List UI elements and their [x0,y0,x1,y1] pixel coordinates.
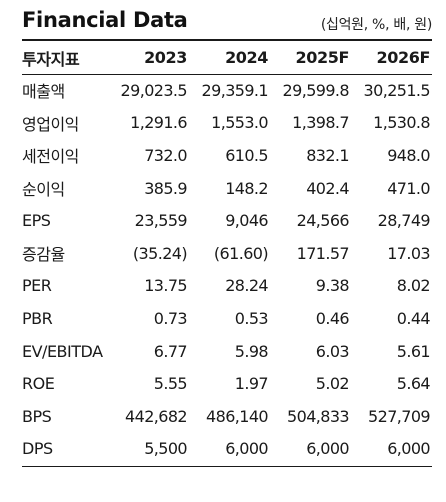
row-label: 세전이익 [22,147,79,167]
table-cell: 402.4 [306,178,349,198]
table-cell: 732.0 [144,145,187,165]
table-cell: 24,566 [296,211,350,231]
table-cell: 442,682 [125,406,188,426]
table-cell: 29,359.1 [201,80,269,100]
table-row: EV/EBITDA 6.77 5.98 6.03 5.61 [22,335,432,368]
table-cell: 17.03 [387,243,430,263]
table-cell: 29,599.8 [282,80,350,100]
table-cell: 8.02 [396,276,431,296]
table-row: ROE 5.55 1.97 5.02 5.64 [22,367,432,400]
table-row: PER 13.75 28.24 9.38 8.02 [22,270,432,303]
table-row: DPS 5,500 6,000 6,000 6,000 [22,433,432,466]
row-label: 영업이익 [22,114,79,134]
column-header: 2026F [376,48,431,67]
table-cell: 171.57 [296,243,350,263]
table-cell: 948.0 [387,145,430,165]
table-cell: 0.73 [153,308,188,328]
column-header: 2025F [295,48,350,67]
row-label: PER [22,276,52,296]
table-cell: 29,023.5 [120,80,188,100]
column-header: 2024 [225,48,268,67]
bottom-rule [22,466,432,467]
row-label: 순이익 [22,180,65,200]
row-label: EPS [22,211,51,231]
table-cell: 486,140 [206,406,269,426]
unit-note: (십억원, %, 배, 원) [320,17,432,33]
table-cell: 385.9 [144,178,187,198]
table-cell: 610.5 [225,145,268,165]
table-row: EPS 23,559 9,046 24,566 28,749 [22,204,432,237]
table-cell: 5.98 [234,341,269,361]
table-row: 증감율 (35.24) (61.60) 171.57 17.03 [22,237,432,270]
table-row: 순이익 385.9 148.2 402.4 471.0 [22,172,432,205]
table-cell: 832.1 [306,145,349,165]
table-cell: 23,559 [134,211,188,231]
table-cell: 6.03 [315,341,350,361]
row-label: PBR [22,308,53,328]
table-cell: 1.97 [234,374,269,394]
table-cell: 6,000 [306,439,349,459]
table-cell: 527,709 [368,406,431,426]
financial-table: 투자지표 2023 2024 2025F 2026F 매출액 29,023.5 … [22,41,432,465]
column-header: 2023 [144,48,187,67]
table-cell: 5.61 [396,341,431,361]
table-cell: 0.46 [315,308,350,328]
row-label: ROE [22,374,55,394]
table-cell: 6,000 [387,439,430,459]
table-cell: (35.24) [132,243,188,263]
table-row: 세전이익 732.0 610.5 832.1 948.0 [22,139,432,172]
table-cell: 6,000 [225,439,268,459]
table-row: 영업이익 1,291.6 1,553.0 1,398.7 1,530.8 [22,107,432,140]
table-cell: 1,530.8 [373,113,430,133]
row-label: EV/EBITDA [22,341,103,361]
panel-header: Financial Data (십억원, %, 배, 원) [22,6,432,38]
table-cell: 9,046 [225,211,268,231]
table-header-row: 투자지표 2023 2024 2025F 2026F [22,41,432,74]
column-header: 투자지표 [22,49,80,69]
row-label: 증감율 [22,245,65,265]
table-cell: 30,251.5 [363,80,431,100]
table-cell: 28,749 [377,211,431,231]
table-cell: 471.0 [387,178,430,198]
table-cell: (61.60) [213,243,269,263]
table-cell: 28.24 [225,276,268,296]
table-cell: 13.75 [144,276,187,296]
table-cell: 6.77 [153,341,188,361]
table-cell: 0.53 [234,308,269,328]
table-cell: 148.2 [225,178,268,198]
table-cell: 0.44 [396,308,431,328]
table-row: 매출액 29,023.5 29,359.1 29,599.8 30,251.5 [22,74,432,107]
table-cell: 5.02 [315,374,350,394]
table-cell: 5.64 [396,374,431,394]
table-cell: 9.38 [315,276,350,296]
header-rule [22,74,432,75]
top-rule [22,39,432,41]
panel-title: Financial Data [22,8,188,32]
table-cell: 5.55 [153,374,188,394]
row-label: BPS [22,406,52,426]
table-cell: 1,398.7 [292,113,349,133]
table-row: PBR 0.73 0.53 0.46 0.44 [22,302,432,335]
row-label: 매출액 [22,82,65,102]
table-cell: 5,500 [144,439,187,459]
table-cell: 1,553.0 [211,113,268,133]
row-label: DPS [22,439,53,459]
table-row: BPS 442,682 486,140 504,833 527,709 [22,400,432,433]
table-cell: 504,833 [287,406,350,426]
table-cell: 1,291.6 [130,113,187,133]
